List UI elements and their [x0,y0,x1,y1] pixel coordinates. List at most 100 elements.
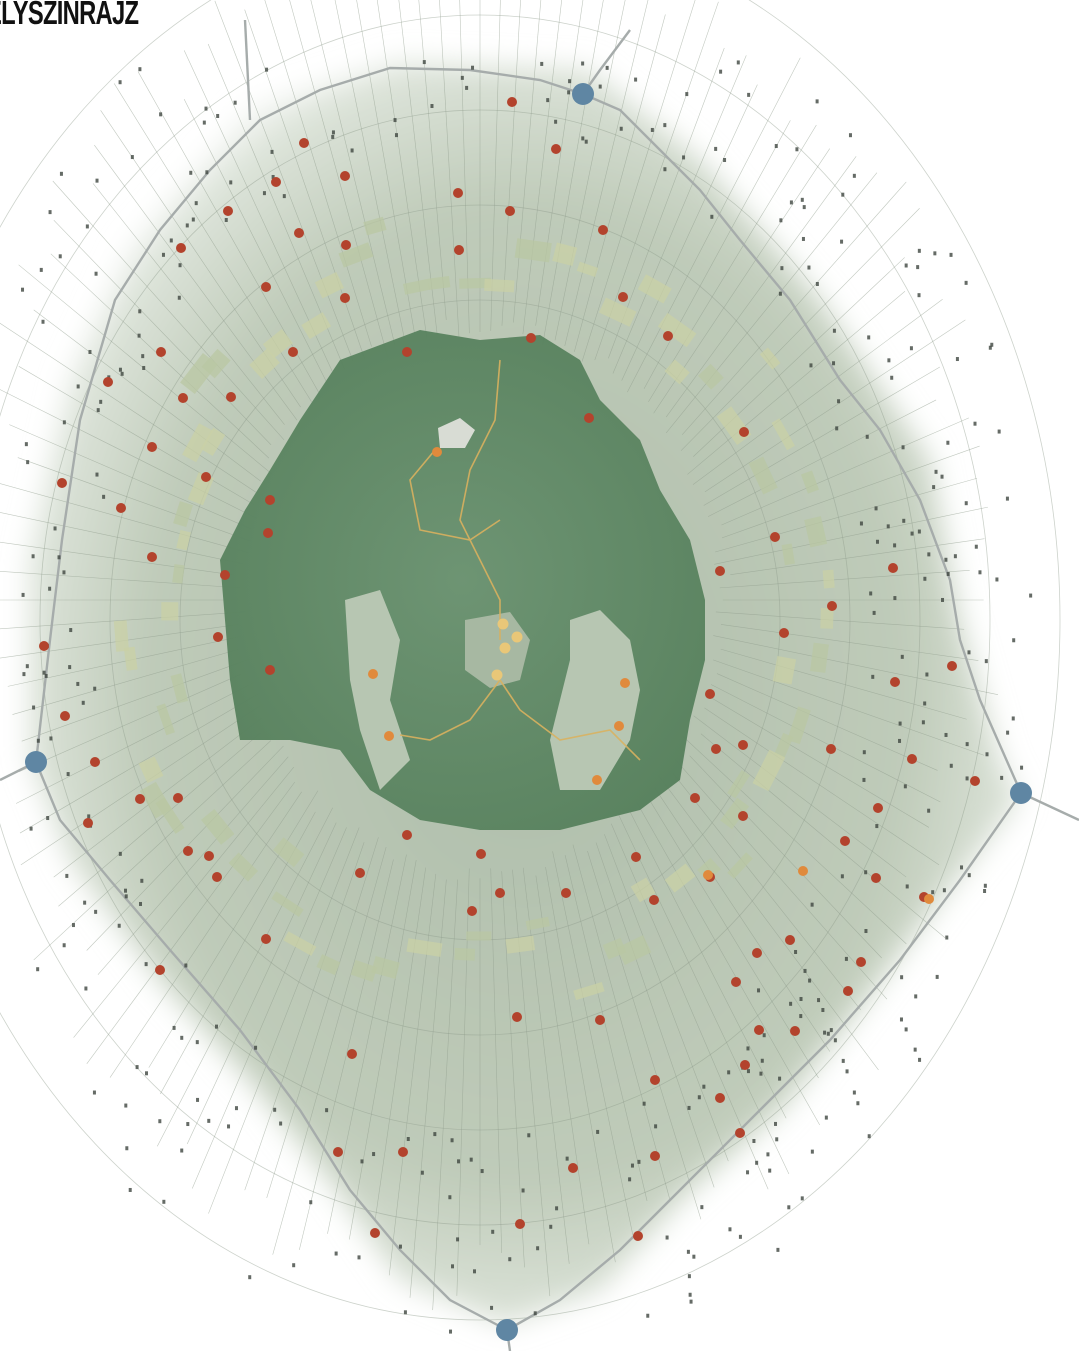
farm-parcel [466,931,492,941]
access-point-marker[interactable] [25,751,47,773]
house [581,61,585,66]
house [824,1115,828,1120]
house [916,265,920,270]
house [1011,716,1015,721]
site-marker-red [551,144,561,154]
field-boundary [635,800,821,1126]
house [913,1047,917,1052]
site-marker-orange [798,866,808,876]
farm-parcel [748,456,778,495]
house [815,99,819,104]
house [800,197,804,202]
house [941,597,945,602]
house [775,1137,779,1142]
house [997,429,1001,434]
field-boundary [554,0,626,341]
field-boundary [665,172,878,434]
field-boundary [720,648,967,720]
house [62,570,66,575]
site-marker-red [970,776,980,786]
house [491,1229,495,1234]
field-boundary [398,0,438,335]
house [799,996,803,1001]
site-marker-red [341,240,351,250]
house [752,1138,756,1143]
farm-parcel [514,238,552,263]
farm-parcel [759,347,781,370]
field-boundary [700,733,946,939]
field-boundary [18,366,254,505]
site-marker-red [261,934,271,944]
house [57,555,61,560]
farm-parcel [138,756,164,784]
site-marker-red [347,1049,357,1059]
site-marker-red [116,503,126,513]
site-marker-red [355,868,365,878]
house [809,363,813,368]
access-point-marker[interactable] [1010,782,1032,804]
farmland-patches [113,216,835,1001]
farm-parcel [664,863,696,893]
house [904,1027,908,1032]
house [540,61,544,66]
house [581,136,585,141]
house [398,1244,402,1249]
house [99,399,103,404]
house [596,1129,600,1134]
house [965,742,969,747]
house [944,557,948,562]
house [874,506,878,511]
house [628,1177,632,1182]
field-boundary [53,219,272,446]
house [760,1058,764,1063]
house [325,1108,329,1113]
access-point-marker[interactable] [496,1319,518,1341]
house [890,375,894,380]
house [965,776,969,781]
farm-parcel [161,602,179,621]
house [768,1168,772,1173]
house [869,591,873,596]
house [984,659,988,664]
field-boundary [587,850,702,1220]
site-marker-red [299,138,309,148]
field-boundary [665,156,857,418]
house [778,291,782,296]
house [406,1137,410,1142]
field-boundary [716,673,938,771]
clearing-summit [465,612,530,688]
house [946,440,950,445]
house [837,399,841,404]
house [83,900,87,905]
field-boundary [183,99,330,388]
house [24,442,28,447]
house [138,67,142,72]
house [893,596,897,601]
house [48,586,52,591]
site-marker-red [288,347,298,357]
farm-parcel [697,363,724,390]
farm-parcel [771,418,795,451]
site-marker-red [83,818,93,828]
site-marker-red [213,632,223,642]
house [757,988,761,993]
house [271,174,275,179]
house [728,1227,732,1232]
field-boundary [692,299,943,485]
house [140,878,144,883]
site-marker-red [739,427,749,437]
house [85,224,89,229]
access-point-marker[interactable] [572,83,594,105]
farm-parcel [338,242,374,268]
field-boundary [109,791,302,1078]
house [372,1152,376,1157]
field-boundary [490,868,503,1254]
house [527,1133,531,1138]
site-marker-red [515,1219,525,1229]
house [117,923,121,928]
field-boundary [388,873,437,1276]
house [292,1263,296,1268]
house [923,576,927,581]
house [135,1065,139,1070]
